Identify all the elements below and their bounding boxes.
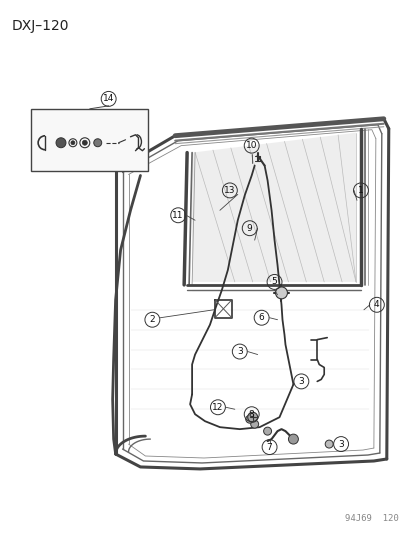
Circle shape xyxy=(325,440,332,448)
Circle shape xyxy=(275,287,287,299)
Text: 8: 8 xyxy=(248,410,254,419)
Circle shape xyxy=(93,139,102,147)
Text: 3: 3 xyxy=(337,440,343,449)
Circle shape xyxy=(56,138,66,148)
Text: 13: 13 xyxy=(223,186,235,195)
Text: 3: 3 xyxy=(236,347,242,356)
Text: 11: 11 xyxy=(172,211,183,220)
Circle shape xyxy=(250,420,258,428)
Text: 4: 4 xyxy=(373,300,379,309)
Circle shape xyxy=(247,412,257,422)
Polygon shape xyxy=(192,133,355,282)
Text: 94J69  120: 94J69 120 xyxy=(344,514,398,523)
FancyBboxPatch shape xyxy=(31,109,148,171)
Text: 2: 2 xyxy=(149,315,155,324)
Text: 12: 12 xyxy=(212,403,223,412)
Text: 5: 5 xyxy=(271,277,277,286)
Text: 3: 3 xyxy=(298,377,304,386)
Text: 14: 14 xyxy=(103,94,114,103)
Circle shape xyxy=(245,415,253,423)
Circle shape xyxy=(263,427,271,435)
Text: 10: 10 xyxy=(245,141,257,150)
Circle shape xyxy=(71,141,75,145)
Circle shape xyxy=(288,434,298,444)
Text: 1: 1 xyxy=(357,186,363,195)
Text: DXJ–120: DXJ–120 xyxy=(11,19,69,33)
Text: 6: 6 xyxy=(258,313,264,322)
Circle shape xyxy=(82,140,87,145)
Text: 9: 9 xyxy=(246,224,252,233)
Text: 7: 7 xyxy=(266,442,272,451)
